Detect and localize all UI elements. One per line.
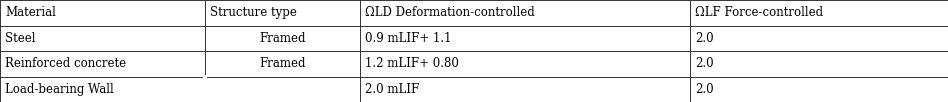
Text: 2.0: 2.0 (695, 32, 714, 45)
Text: Material: Material (5, 6, 56, 19)
Text: 2.0 mLIF: 2.0 mLIF (365, 83, 419, 96)
Text: ΩLD Deformation-controlled: ΩLD Deformation-controlled (365, 6, 535, 19)
Text: Load-bearing Wall: Load-bearing Wall (5, 83, 114, 96)
Text: ΩLF Force-controlled: ΩLF Force-controlled (695, 6, 823, 19)
Text: Steel: Steel (5, 32, 35, 45)
Text: Structure type: Structure type (210, 6, 297, 19)
Text: 2.0: 2.0 (695, 57, 714, 70)
Text: Reinforced concrete: Reinforced concrete (5, 57, 126, 70)
Text: 0.9 mLIF+ 1.1: 0.9 mLIF+ 1.1 (365, 32, 451, 45)
Text: 1.2 mLIF+ 0.80: 1.2 mLIF+ 0.80 (365, 57, 459, 70)
Text: 2.0: 2.0 (695, 83, 714, 96)
Text: Framed: Framed (259, 32, 306, 45)
Text: Framed: Framed (259, 57, 306, 70)
